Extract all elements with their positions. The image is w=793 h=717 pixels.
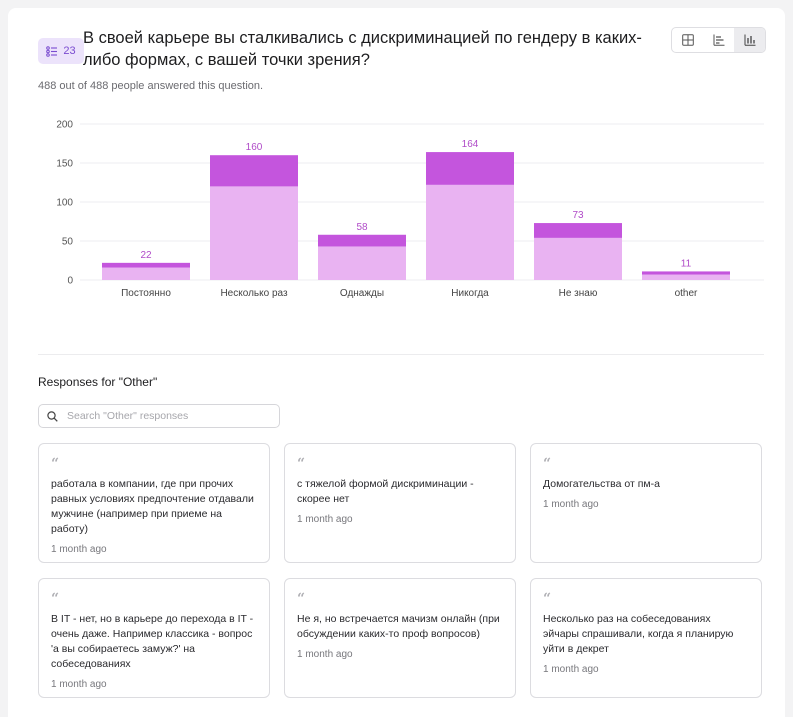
response-time: 1 month ago <box>543 499 599 510</box>
search-icon <box>47 410 58 422</box>
x-category-label: Не знаю <box>559 288 598 299</box>
bar-segment-0 <box>210 186 298 280</box>
bar-vertical-view-icon <box>744 34 755 46</box>
horizontal-bar-view-button[interactable] <box>703 28 734 52</box>
x-category-label: Однажды <box>340 288 384 299</box>
question-number: 23 <box>63 45 76 57</box>
quote-icon: “ <box>543 591 552 607</box>
bar-segment-1 <box>102 262 190 268</box>
question-number-badge: 23 <box>38 38 84 64</box>
grid-view-icon <box>681 34 694 46</box>
view-toggle <box>671 27 766 53</box>
x-category-label: Несколько раз <box>220 288 287 299</box>
list-choice-icon <box>46 45 58 57</box>
response-text: Несколько раз на собеседованиях эйчары с… <box>543 613 734 655</box>
response-time: 1 month ago <box>51 679 107 690</box>
quote-icon: “ <box>543 456 552 472</box>
quote-icon: “ <box>51 456 60 472</box>
response-card: “ Не я, но встречается мачизм онлайн (при… <box>284 578 516 698</box>
x-category-label: other <box>675 288 698 299</box>
bar-horizontal-view-icon <box>713 34 724 46</box>
response-card: “ Домогательства от пм-а 1 month ago <box>530 443 762 563</box>
y-tick-label: 150 <box>56 159 73 170</box>
response-time: 1 month ago <box>297 514 353 525</box>
response-card: “ работала в компании, где при прочих рав… <box>38 443 270 563</box>
bar-segment-1 <box>642 271 730 275</box>
bar-value-label: 160 <box>246 142 263 153</box>
response-text: Домогательства от пм-а <box>543 478 660 490</box>
bar-segment-1 <box>318 234 406 247</box>
bar-segment-1 <box>426 152 514 185</box>
section-divider <box>38 354 764 355</box>
bar-chart: 0 50 100 150 200 22 Постоянно 160 Несколько раз 5… <box>56 120 764 299</box>
bar-segment-1 <box>534 223 622 238</box>
x-category-label: Никогда <box>451 288 489 299</box>
y-tick-label: 200 <box>56 120 73 131</box>
x-category-label: Постоянно <box>121 288 171 299</box>
bar-segment-0 <box>426 184 514 280</box>
response-text: с тяжелой формой дискриминации - скорее … <box>297 478 474 505</box>
response-time: 1 month ago <box>297 649 353 660</box>
bar-segment-0 <box>642 274 730 280</box>
response-time: 1 month ago <box>543 664 599 675</box>
quote-icon: “ <box>297 591 306 607</box>
response-text: Не я, но встречается мачизм онлайн (при … <box>297 613 500 640</box>
bar-value-label: 73 <box>572 210 584 221</box>
bar-segment-1 <box>210 155 298 187</box>
response-text: В IT - нет, но в карьере до перехода в I… <box>51 613 254 670</box>
quote-icon: “ <box>51 591 60 607</box>
question-card: 23 В своей карьере вы сталкивались с дис… <box>8 8 785 717</box>
question-title: В своей карьере вы сталкивались с дискри… <box>83 29 642 69</box>
vertical-bar-view-button[interactable] <box>734 28 765 52</box>
quote-icon: “ <box>297 456 306 472</box>
y-tick-label: 0 <box>67 276 73 287</box>
bar-segment-0 <box>534 237 622 280</box>
y-tick-label: 50 <box>62 237 74 248</box>
other-responses-title: Responses for "Other" <box>38 375 158 389</box>
answered-count: 488 out of 488 people answered this ques… <box>38 80 264 92</box>
bar-value-label: 22 <box>140 250 152 261</box>
response-time: 1 month ago <box>51 544 107 555</box>
bar-value-label: 58 <box>356 222 368 233</box>
bar-segment-0 <box>102 267 190 280</box>
bar-segment-0 <box>318 246 406 280</box>
y-tick-label: 100 <box>56 198 73 209</box>
response-card: “ Несколько раз на собеседованиях эйчары … <box>530 578 762 698</box>
other-search-box <box>38 404 280 428</box>
bar-value-label: 11 <box>681 258 692 269</box>
response-card: “ В IT - нет, но в карьере до перехода в … <box>38 578 270 698</box>
bar-value-label: 164 <box>462 139 479 150</box>
response-text: работала в компании, где при прочих равн… <box>51 478 254 535</box>
grid-view-button[interactable] <box>672 28 703 52</box>
response-card: “ с тяжелой формой дискриминации - скорее… <box>284 443 516 563</box>
other-search-input[interactable] <box>65 409 259 423</box>
